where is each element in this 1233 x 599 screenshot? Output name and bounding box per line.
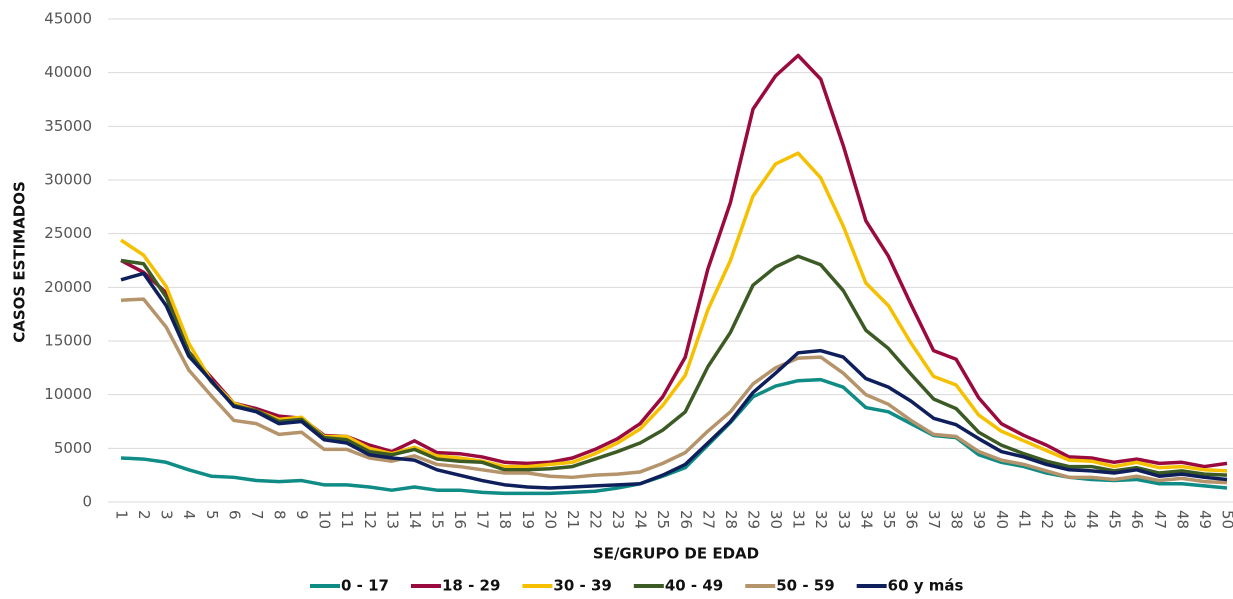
x-tick-label: 10: [316, 510, 334, 529]
x-axis-label: SE/GRUPO DE EDAD: [593, 545, 759, 563]
x-tick-label: 34: [857, 510, 875, 529]
legend-label: 50 - 59: [776, 577, 834, 595]
y-tick-label: 30000: [44, 171, 92, 189]
y-tick-label: 25000: [44, 224, 92, 242]
y-tick-label: 35000: [44, 117, 92, 135]
x-tick-label: 11: [338, 510, 356, 529]
series-line: [120, 377, 1228, 496]
x-tick-label: 39: [970, 510, 988, 529]
x-tick-label: 17: [474, 510, 492, 529]
x-tick-label: 31: [790, 510, 808, 529]
legend-label: 18 - 29: [442, 577, 500, 595]
y-tick-label: 0: [82, 493, 92, 511]
x-tick-label: 36: [903, 510, 921, 529]
x-tick-label: 15: [429, 510, 447, 529]
x-tick-label: 32: [812, 510, 830, 529]
x-tick-label: 14: [406, 510, 424, 529]
x-tick-label: 24: [632, 510, 650, 529]
x-tick-label: 48: [1173, 510, 1191, 529]
x-tick-label: 12: [361, 510, 379, 529]
x-tick-label: 22: [587, 510, 605, 529]
legend-label: 30 - 39: [553, 577, 611, 595]
x-tick-label: 19: [519, 510, 537, 529]
y-tick-label: 40000: [44, 63, 92, 81]
x-tick-label: 5: [203, 510, 221, 520]
x-tick-label: 43: [1061, 510, 1079, 529]
x-tick-label: 2: [135, 510, 153, 520]
x-tick-label: 13: [383, 510, 401, 529]
x-tick-label: 35: [880, 510, 898, 529]
legend-label: 60 y más: [888, 577, 964, 595]
x-tick-label: 37: [925, 510, 943, 529]
x-tick-label: 29: [745, 510, 763, 529]
x-tick-label: 46: [1128, 510, 1146, 529]
x-tick-label: 30: [767, 510, 785, 529]
x-tick-label: 8: [271, 510, 289, 520]
x-tick-label: 44: [1083, 510, 1101, 529]
x-tick-label: 25: [654, 510, 672, 529]
x-tick-label: 1: [113, 510, 131, 520]
x-tick-label: 50: [1219, 510, 1233, 529]
x-tick-label: 21: [564, 510, 582, 529]
x-tick-label: 18: [496, 510, 514, 529]
legend-label: 0 - 17: [341, 577, 389, 595]
y-tick-label: 5000: [54, 439, 92, 457]
x-tick-label: 28: [722, 510, 740, 529]
legend-label: 40 - 49: [665, 577, 723, 595]
x-tick-label: 4: [180, 510, 198, 520]
series-line: [120, 53, 1228, 469]
x-tick-label: 16: [451, 510, 469, 529]
x-tick-label: 6: [225, 510, 243, 520]
y-tick-label: 45000: [44, 10, 92, 28]
series-line: [120, 297, 1228, 485]
x-tick-label: 40: [993, 510, 1011, 529]
y-tick-label: 10000: [44, 385, 92, 403]
series-line: [120, 271, 1228, 490]
x-tick-label: 20: [541, 510, 559, 529]
x-tick-label: 23: [609, 510, 627, 529]
y-axis-label: CASOS ESTIMADOS: [11, 181, 29, 343]
y-tick-label: 20000: [44, 278, 92, 296]
y-tick-label: 15000: [44, 332, 92, 350]
x-tick-label: 3: [158, 510, 176, 520]
x-tick-label: 42: [1038, 510, 1056, 529]
x-tick-label: 41: [1015, 510, 1033, 529]
x-tick-label: 38: [948, 510, 966, 529]
x-tick-label: 45: [1106, 510, 1124, 529]
series-line: [120, 254, 1228, 477]
x-tick-label: 49: [1196, 510, 1214, 529]
x-tick-label: 7: [248, 510, 266, 520]
x-tick-label: 9: [293, 510, 311, 520]
x-tick-label: 26: [677, 510, 695, 529]
x-tick-label: 33: [835, 510, 853, 529]
x-tick-label: 27: [699, 510, 717, 529]
x-tick-label: 47: [1151, 510, 1169, 529]
